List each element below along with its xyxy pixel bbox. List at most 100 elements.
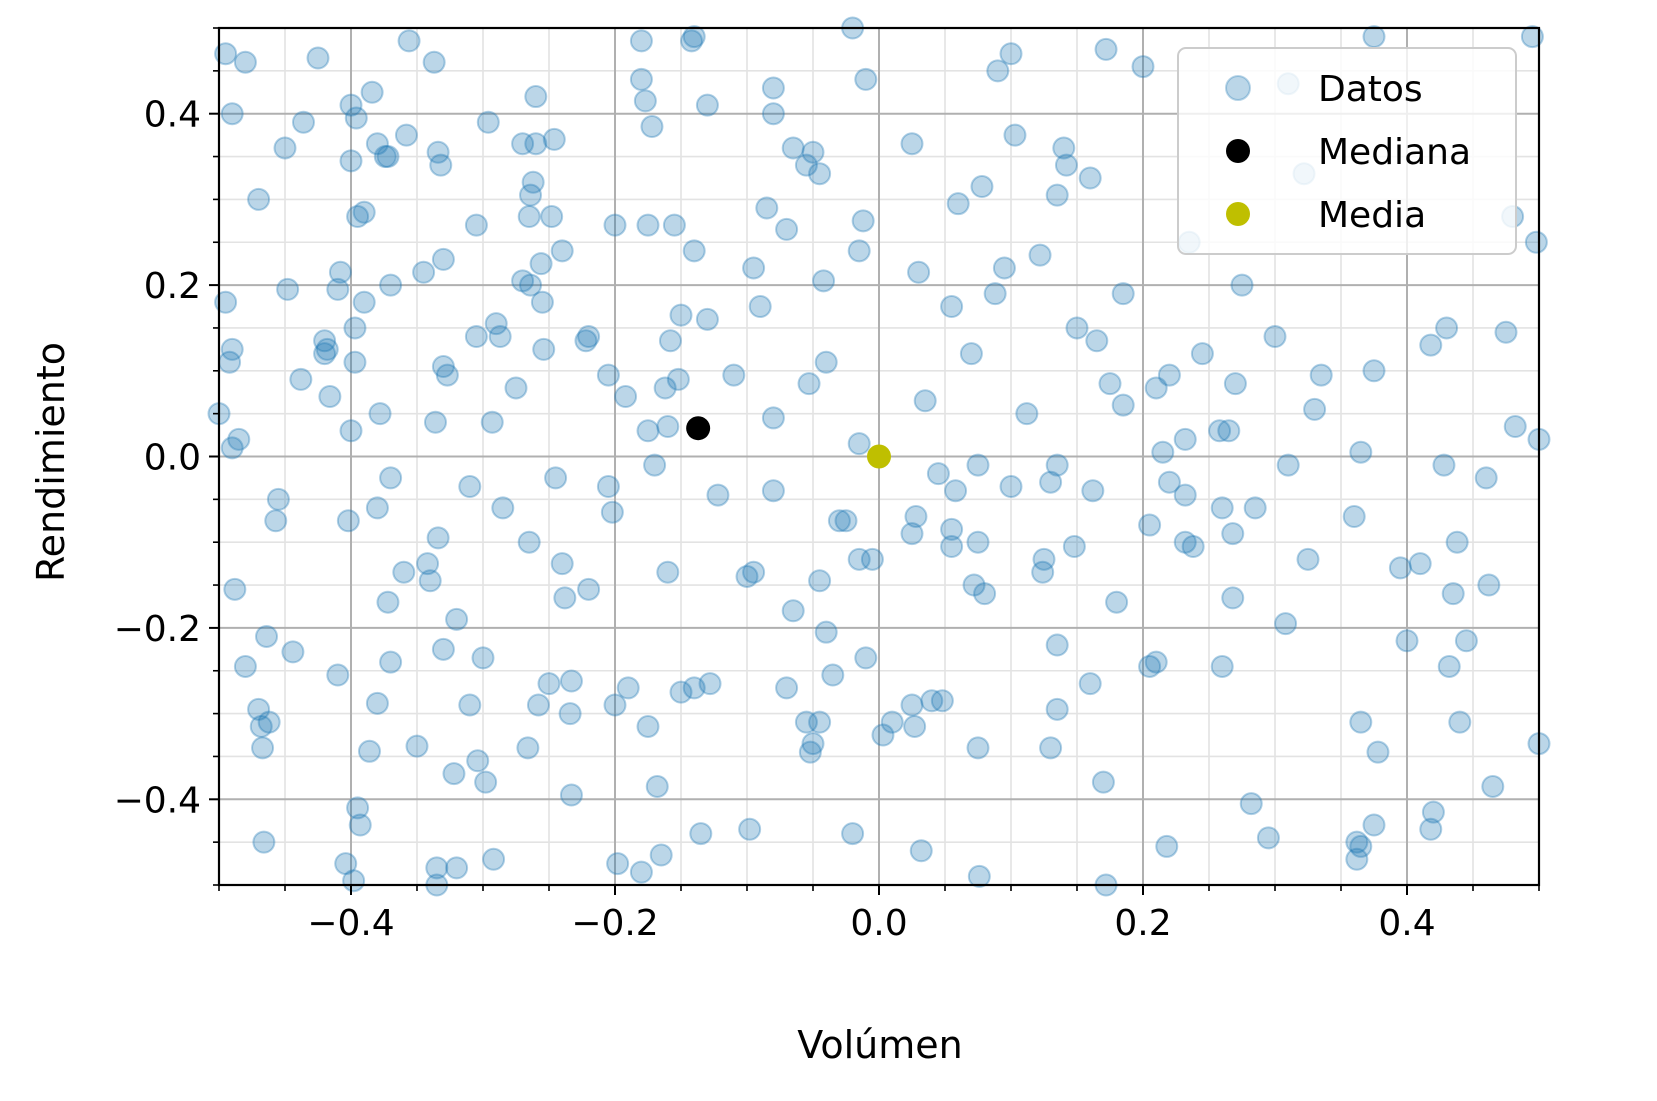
datos-point — [682, 239, 706, 263]
datos-point — [1421, 800, 1445, 824]
legend-marker-mediana — [1226, 139, 1250, 163]
datos-point — [926, 462, 950, 486]
datos-point — [847, 547, 871, 571]
y-tick-label: 0.0 — [144, 438, 201, 479]
datos-point — [851, 209, 875, 233]
datos-point — [689, 822, 713, 846]
datos-point — [1395, 629, 1419, 653]
datos-point — [970, 175, 994, 199]
datos-point — [1054, 153, 1078, 177]
legend: Datos Mediana Media — [1177, 47, 1517, 255]
y-tick-label: −0.2 — [114, 609, 201, 650]
datos-point — [1190, 342, 1214, 366]
datos-point — [517, 205, 541, 229]
datos-point — [962, 573, 986, 597]
datos-point — [1494, 320, 1518, 344]
x-tick-label: 0.0 — [850, 903, 907, 944]
datos-point — [636, 419, 660, 443]
datos-point — [511, 132, 535, 156]
datos-point — [603, 213, 627, 237]
datos-point — [1349, 710, 1373, 734]
datos-point — [412, 260, 436, 284]
datos-point — [276, 277, 300, 301]
datos-point — [233, 50, 257, 74]
datos-point — [343, 350, 367, 374]
datos-point — [999, 474, 1023, 498]
datos-point — [735, 564, 759, 588]
datos-point — [748, 295, 772, 319]
datos-point — [1263, 325, 1287, 349]
datos-point — [1524, 230, 1548, 254]
datos-point — [1230, 273, 1254, 297]
datos-point — [264, 509, 288, 533]
datos-point — [1221, 586, 1245, 610]
datos-point — [365, 496, 389, 520]
datos-point — [339, 149, 363, 173]
datos-point — [794, 153, 818, 177]
datos-point — [827, 509, 851, 533]
datos-point — [1217, 419, 1241, 443]
datos-point — [596, 474, 620, 498]
datos-point — [252, 830, 276, 854]
datos-point — [352, 290, 376, 314]
datos-point — [880, 710, 904, 734]
datos-point — [946, 192, 970, 216]
datos-point — [328, 260, 352, 284]
datos-point — [266, 487, 290, 511]
datos-point — [550, 552, 574, 576]
datos-point — [603, 693, 627, 717]
datos-point — [1345, 847, 1369, 871]
media-point — [867, 444, 891, 469]
datos-point — [429, 153, 453, 177]
datos-point — [930, 689, 954, 713]
datos-point — [471, 646, 495, 670]
datos-point — [834, 509, 858, 533]
datos-point — [339, 419, 363, 443]
y-tick-label: 0.4 — [144, 95, 201, 136]
datos-point — [854, 67, 878, 91]
datos-point — [426, 140, 450, 164]
datos-point — [967, 864, 991, 888]
datos-point — [761, 76, 785, 100]
datos-point — [656, 415, 680, 439]
datos-point — [418, 569, 442, 593]
y-axis-title: Rendimiento — [29, 342, 73, 582]
datos-point — [220, 436, 244, 460]
datos-point — [698, 672, 722, 696]
datos-point — [273, 136, 297, 160]
datos-point — [1085, 329, 1109, 353]
datos-point — [464, 325, 488, 349]
datos-point — [540, 205, 564, 229]
datos-point — [847, 239, 871, 263]
datos-point — [775, 676, 799, 700]
datos-point — [636, 213, 660, 237]
legend-marker-media — [1226, 202, 1250, 226]
datos-point — [1445, 530, 1469, 554]
datos-point — [1081, 479, 1105, 503]
legend-label-mediana: Mediana — [1318, 132, 1471, 173]
datos-point — [425, 856, 449, 880]
datos-point — [346, 205, 370, 229]
datos-point — [1345, 830, 1369, 854]
datos-point — [422, 50, 446, 74]
datos-point — [251, 736, 275, 760]
datos-point — [379, 650, 403, 674]
datos-point — [761, 479, 785, 503]
datos-point — [808, 569, 832, 593]
datos-point — [640, 115, 664, 139]
datos-point — [1309, 363, 1333, 387]
datos-point — [821, 663, 845, 687]
datos-point — [1210, 496, 1234, 520]
datos-point — [616, 676, 640, 700]
datos-point — [722, 363, 746, 387]
datos-point — [973, 582, 997, 606]
datos-point — [1274, 612, 1298, 636]
datos-point — [600, 500, 624, 524]
datos-point — [656, 560, 680, 584]
datos-point — [544, 466, 568, 490]
datos-point — [986, 59, 1010, 83]
datos-point — [1173, 427, 1197, 451]
datos-point — [1349, 834, 1373, 858]
datos-point — [1239, 792, 1263, 816]
datos-point — [343, 316, 367, 340]
